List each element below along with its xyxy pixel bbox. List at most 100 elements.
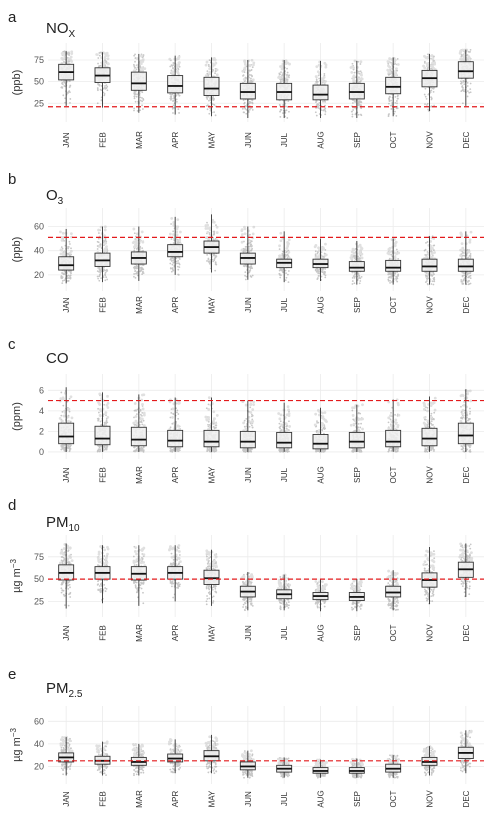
data-point [103, 403, 106, 406]
data-point [209, 262, 212, 265]
data-point [133, 275, 135, 278]
outlier-point [243, 66, 247, 70]
data-point [105, 446, 108, 449]
data-point [96, 450, 99, 453]
panel-title: CO [46, 350, 69, 367]
data-point [206, 253, 209, 256]
outlier-point [349, 66, 353, 69]
data-point [208, 450, 211, 453]
data-point [389, 104, 392, 107]
data-point [318, 272, 321, 275]
data-point [244, 271, 247, 274]
data-point [179, 447, 181, 449]
data-point [135, 413, 138, 416]
data-point [169, 416, 172, 419]
outlier-point [178, 230, 182, 234]
outlier-point [279, 65, 282, 68]
data-point [286, 117, 289, 119]
data-point [357, 60, 360, 63]
outlier-point [240, 248, 244, 252]
data-point [176, 409, 179, 412]
data-point [424, 103, 426, 106]
outlier-point [214, 422, 218, 425]
data-point [395, 248, 398, 251]
outlier-point [430, 255, 434, 259]
data-point [134, 53, 136, 56]
data-point [172, 64, 175, 66]
outlier-point [393, 256, 397, 260]
data-point [423, 60, 426, 63]
data-point [69, 84, 72, 87]
data-point [139, 246, 142, 249]
data-point [99, 449, 102, 451]
data-point [64, 97, 67, 100]
data-point [209, 107, 212, 110]
data-point [249, 450, 251, 453]
data-point [68, 90, 71, 92]
data-point [134, 267, 137, 269]
data-point [206, 221, 208, 224]
outlier-point [177, 56, 181, 59]
data-point [285, 78, 288, 81]
data-point [105, 84, 108, 87]
data-point [460, 55, 463, 58]
data-point [249, 79, 252, 82]
data-point [98, 279, 101, 282]
data-point [285, 276, 288, 279]
data-point [284, 269, 287, 272]
data-point [360, 114, 363, 117]
data-point [244, 278, 247, 281]
outlier-point [459, 248, 463, 252]
outlier-point [386, 68, 390, 72]
data-point [248, 270, 251, 273]
panel-title: NOX [46, 20, 76, 40]
data-point [209, 109, 212, 112]
data-point [169, 450, 172, 453]
outlier-point [287, 242, 290, 246]
outlier-point [99, 414, 102, 418]
data-point [134, 449, 136, 452]
outlier-point [240, 240, 244, 244]
data-point [104, 271, 107, 274]
data-point [359, 280, 362, 282]
data-point [169, 65, 172, 68]
outlier-point [67, 57, 71, 61]
outlier-point [212, 420, 215, 423]
data-point [172, 257, 175, 260]
data-point [133, 97, 136, 100]
outlier-point [215, 414, 219, 417]
data-point [280, 80, 282, 83]
data-point [315, 78, 318, 81]
y-tick-label: 40 [34, 246, 44, 256]
x-tick-label: SEP [353, 132, 362, 148]
outlier-point [251, 78, 255, 82]
data-point [103, 423, 106, 425]
data-point [357, 258, 360, 260]
data-point [67, 447, 70, 450]
data-point [98, 54, 101, 57]
outlier-point [424, 56, 428, 59]
data-point [390, 108, 393, 110]
data-point [99, 243, 102, 245]
x-tick-label: JAN [62, 297, 71, 312]
outlier-point [277, 76, 280, 79]
data-point [324, 271, 326, 273]
data-point [391, 72, 393, 75]
data-point [463, 274, 466, 277]
data-point [468, 272, 471, 275]
data-point [136, 270, 139, 273]
data-point [244, 245, 247, 248]
data-point [426, 241, 429, 243]
outlier-point [388, 250, 392, 254]
data-point [249, 243, 252, 246]
data-point [357, 255, 359, 258]
data-point [251, 418, 254, 421]
data-point [133, 54, 136, 57]
data-point [215, 263, 218, 266]
data-point [142, 99, 145, 101]
panel-title-subscript: 3 [58, 196, 64, 207]
outlier-point [350, 253, 354, 257]
data-point [250, 240, 253, 243]
data-point [61, 272, 64, 275]
data-point [248, 108, 251, 111]
